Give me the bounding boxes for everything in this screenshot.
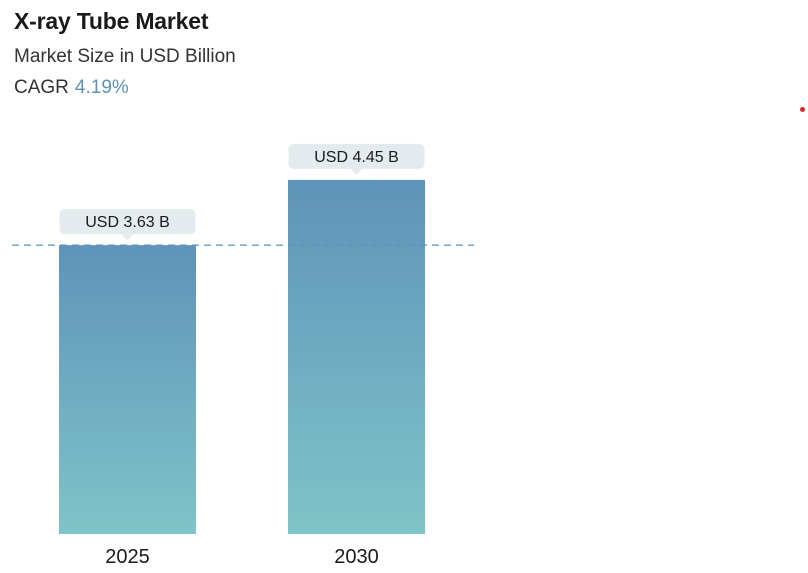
- x-tick-2030: 2030: [334, 546, 379, 568]
- chart-subtitle: Market Size in USD Billion: [14, 46, 236, 67]
- bars-layer: [59, 179, 425, 534]
- data-label-pointer: [121, 234, 134, 241]
- data-labels-layer: USD 3.63 B USD 4.45 B: [59, 143, 425, 241]
- marker-dot: [800, 107, 805, 112]
- data-label-text: USD 4.45 B: [314, 149, 398, 166]
- bar-2030: [288, 179, 425, 534]
- data-label-pointer: [350, 168, 363, 175]
- data-label-2025: USD 3.63 B: [59, 209, 196, 241]
- data-label-box: [288, 143, 425, 169]
- cagr-line: CAGR 4.19%: [14, 77, 129, 99]
- bar-2025: [59, 245, 196, 534]
- data-label-2030: USD 4.45 B: [288, 143, 425, 175]
- x-axis-ticks: 2025 2030: [105, 546, 379, 568]
- cagr-label: CAGR: [14, 77, 69, 98]
- data-label-box: [59, 209, 196, 235]
- x-tick-2025: 2025: [105, 546, 150, 568]
- data-label-text: USD 3.63 B: [85, 214, 169, 231]
- chart-title: X-ray Tube Market: [14, 8, 209, 34]
- cagr-value: 4.19%: [74, 77, 129, 98]
